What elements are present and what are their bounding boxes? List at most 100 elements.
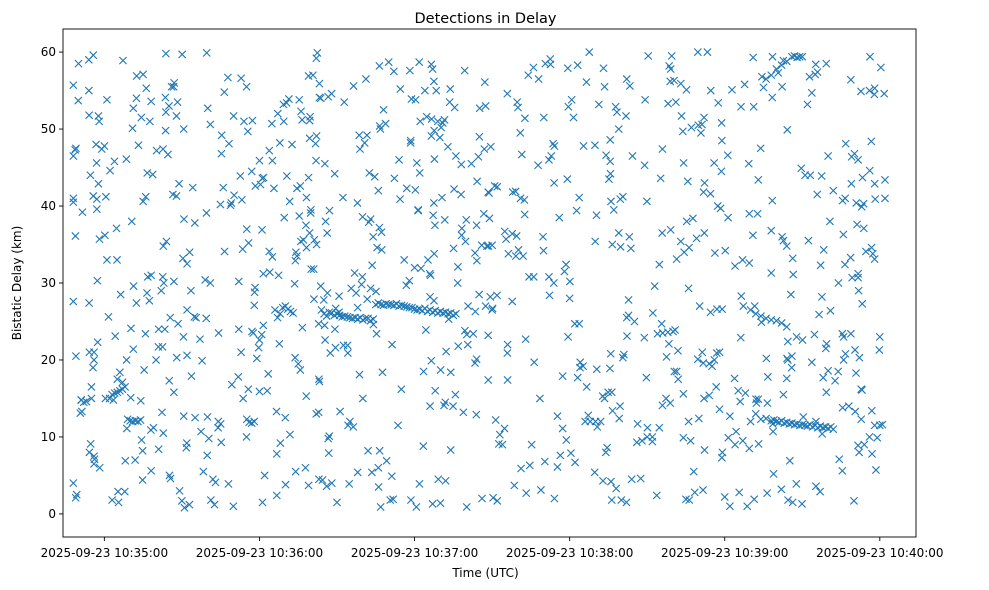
data-point	[555, 213, 564, 222]
data-point	[236, 172, 245, 181]
data-point	[500, 424, 509, 433]
data-point	[82, 397, 91, 406]
data-point	[426, 402, 435, 411]
data-point	[819, 373, 828, 382]
data-point	[71, 493, 80, 502]
data-point	[566, 449, 575, 458]
data-point	[750, 302, 759, 311]
data-point	[158, 342, 167, 351]
data-point	[463, 340, 472, 349]
data-point	[152, 355, 161, 364]
data-point	[177, 496, 186, 505]
data-point	[435, 133, 444, 142]
data-point	[302, 243, 311, 252]
data-point	[457, 190, 466, 199]
data-point	[353, 303, 362, 312]
data-point	[389, 67, 398, 76]
data-point	[141, 329, 150, 338]
data-point	[810, 330, 819, 339]
data-point	[298, 115, 307, 124]
data-point	[825, 217, 834, 226]
data-point	[378, 368, 387, 377]
x-tick-label: 2025-09-23 10:40:00	[816, 546, 943, 560]
data-point	[224, 139, 233, 148]
data-point	[132, 299, 141, 308]
data-point	[664, 339, 673, 348]
data-point	[745, 209, 754, 218]
data-point	[397, 385, 406, 394]
data-point	[272, 407, 281, 416]
data-point	[859, 224, 868, 233]
data-point	[867, 243, 876, 252]
data-point	[838, 403, 847, 412]
data-point	[374, 463, 383, 472]
data-point	[750, 495, 759, 504]
data-point	[849, 496, 858, 505]
data-point	[841, 349, 850, 358]
data-point	[699, 486, 707, 495]
data-point	[667, 51, 676, 60]
data-point	[857, 385, 866, 394]
data-point	[379, 105, 388, 114]
x-tick-label: 2025-09-23 10:36:00	[196, 546, 323, 560]
data-point	[627, 475, 636, 484]
data-point	[718, 448, 727, 457]
data-point	[453, 279, 462, 287]
data-point	[141, 192, 150, 201]
data-point	[324, 434, 333, 443]
data-point	[717, 118, 726, 127]
data-point	[783, 125, 792, 134]
data-point	[630, 317, 639, 326]
data-point	[281, 480, 290, 489]
data-point	[432, 86, 441, 95]
y-tick-label: 0	[48, 507, 56, 521]
data-point	[682, 217, 691, 226]
data-point	[169, 388, 178, 397]
data-point	[732, 427, 741, 436]
data-point	[642, 373, 651, 382]
data-point	[69, 194, 78, 203]
data-point	[594, 100, 603, 109]
data-point	[269, 184, 278, 193]
data-point	[712, 349, 721, 358]
data-point	[460, 326, 469, 335]
data-point	[296, 182, 305, 191]
data-point	[143, 168, 152, 177]
data-point	[699, 359, 708, 368]
data-point	[169, 277, 178, 286]
data-point	[104, 312, 113, 321]
data-point	[749, 102, 758, 111]
data-point	[422, 112, 431, 121]
data-point	[109, 396, 118, 404]
data-point	[331, 343, 340, 352]
data-point	[372, 287, 381, 296]
data-point	[786, 290, 795, 299]
data-point	[754, 395, 763, 404]
data-point	[116, 290, 125, 299]
data-point	[291, 467, 300, 476]
data-point	[622, 75, 631, 84]
data-point	[438, 118, 447, 127]
data-point	[490, 182, 499, 191]
data-point	[356, 145, 364, 154]
data-point	[427, 131, 436, 140]
data-point	[101, 192, 110, 201]
data-point	[251, 182, 260, 191]
data-point	[375, 121, 384, 130]
data-point	[255, 335, 264, 344]
data-point	[69, 297, 78, 306]
data-point	[852, 369, 861, 378]
data-point	[799, 412, 808, 421]
data-point	[206, 496, 215, 505]
data-point	[868, 249, 877, 258]
data-point	[173, 98, 182, 107]
data-point	[415, 479, 424, 488]
data-point	[782, 322, 791, 331]
data-point	[85, 348, 94, 357]
data-point	[206, 120, 215, 129]
data-point	[430, 126, 439, 135]
data-point	[74, 96, 83, 105]
data-point	[824, 152, 833, 160]
data-point	[549, 139, 558, 148]
data-point	[813, 190, 822, 199]
